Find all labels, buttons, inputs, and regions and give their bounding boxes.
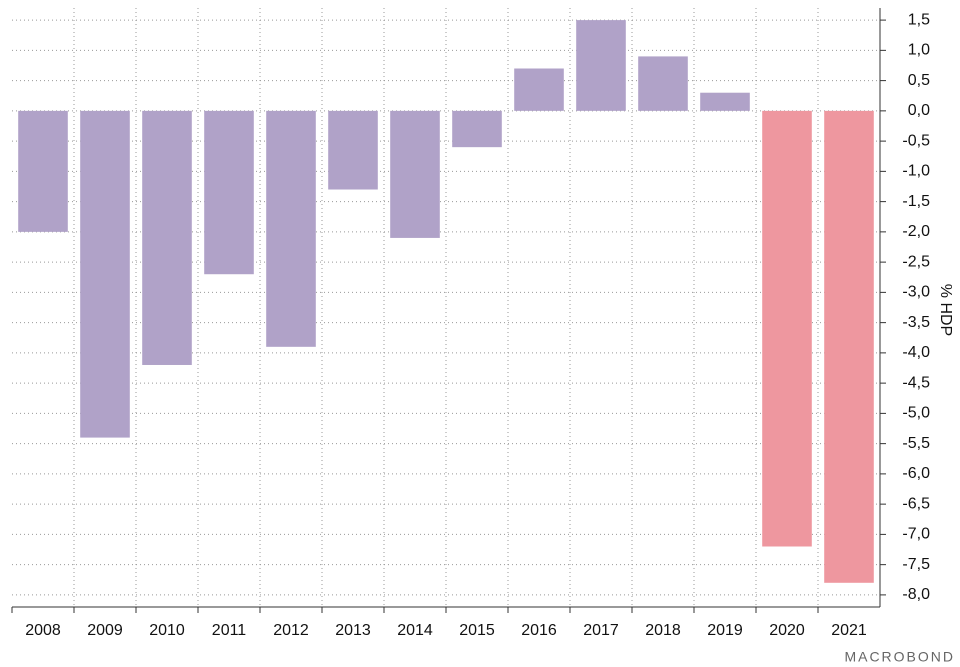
y-axis-label: % HDP [937, 284, 954, 336]
y-tick-label: -6,5 [902, 495, 930, 512]
bar [824, 110, 874, 583]
y-tick-label: -4,5 [902, 374, 930, 391]
bar [638, 56, 688, 111]
x-tick-label: 2010 [149, 622, 185, 639]
y-tick-label: 1,5 [908, 11, 930, 28]
x-tick-label: 2008 [25, 622, 61, 639]
x-tick-label: 2016 [521, 622, 557, 639]
bar [700, 92, 750, 111]
bar [328, 110, 378, 190]
y-tick-label: -0,5 [902, 132, 930, 149]
bar [576, 20, 626, 111]
x-tick-label: 2019 [707, 622, 743, 639]
x-tick-label: 2017 [583, 622, 619, 639]
bar [390, 110, 440, 238]
y-tick-label: 0,5 [908, 72, 930, 89]
source-watermark: MACROBOND [844, 649, 955, 665]
x-tick-label: 2015 [459, 622, 495, 639]
bar [452, 110, 502, 148]
bar [514, 68, 564, 111]
bar [762, 110, 812, 547]
y-tick-label: -1,5 [902, 193, 930, 210]
x-tick-label: 2014 [397, 622, 433, 639]
y-tick-label: -5,5 [902, 435, 930, 452]
bar [204, 110, 254, 275]
x-tick-label: 2009 [87, 622, 123, 639]
bar [142, 110, 192, 365]
bar [266, 110, 316, 347]
bar [80, 110, 130, 438]
y-tick-label: -3,0 [902, 284, 930, 301]
y-tick-label: -2,5 [902, 253, 930, 270]
y-tick-label: -5,0 [902, 405, 930, 422]
y-tick-label: -6,0 [902, 465, 930, 482]
x-tick-label: 2021 [831, 622, 867, 639]
y-tick-label: -8,0 [902, 586, 930, 603]
y-tick-label: -3,5 [902, 314, 930, 331]
y-tick-label: -7,0 [902, 526, 930, 543]
x-tick-label: 2018 [645, 622, 681, 639]
y-tick-label: -1,0 [902, 163, 930, 180]
y-tick-label: -7,5 [902, 556, 930, 573]
x-tick-label: 2013 [335, 622, 371, 639]
y-tick-label: 1,0 [908, 42, 930, 59]
y-tick-label: -4,0 [902, 344, 930, 361]
x-tick-label: 2011 [212, 622, 247, 639]
bar [18, 110, 68, 232]
y-tick-label: 0,0 [908, 102, 930, 119]
x-tick-label: 2020 [769, 622, 805, 639]
x-tick-label: 2012 [273, 622, 309, 639]
y-tick-label: -2,0 [902, 223, 930, 240]
